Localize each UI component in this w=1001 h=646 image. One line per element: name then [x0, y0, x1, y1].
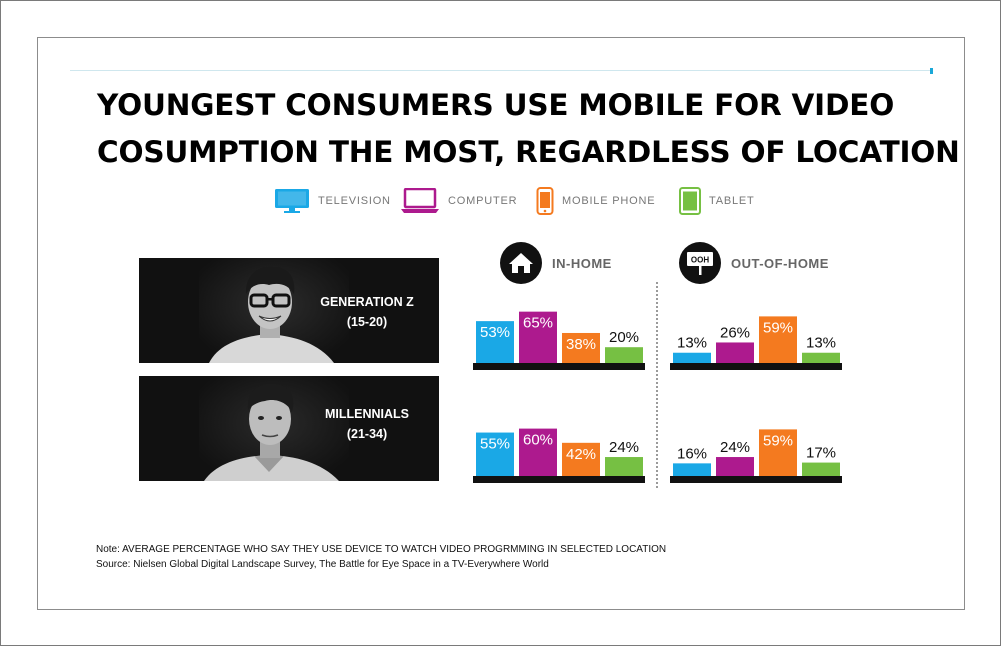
bar-mobile-phone: [759, 429, 797, 476]
group-age-gen-z: (15-20): [346, 315, 388, 329]
slide: YOUNGEST CONSUMERS USE MOBILE FOR VIDEO …: [37, 37, 965, 610]
title-line-1: YOUNGEST CONSUMERS USE MOBILE FOR VIDEO: [97, 88, 895, 122]
bar-tablet: [605, 347, 643, 363]
data-label-computer: 26%: [720, 324, 750, 341]
page-title: YOUNGEST CONSUMERS USE MOBILE FOR VIDEO …: [97, 82, 960, 176]
tablet-icon: [679, 187, 701, 215]
group-name-gen-z: GENERATION Z: [320, 295, 414, 309]
bar-mobile-phone: [562, 332, 600, 363]
bar-television: [673, 352, 711, 363]
computer-icon: [401, 188, 439, 213]
ooh-sign-icon: OOH: [679, 242, 721, 284]
legend-tablet: TABLET: [679, 186, 755, 216]
data-label-computer: 24%: [720, 439, 750, 456]
data-label-mobile-phone: 38%: [566, 336, 596, 353]
bar-television: [673, 463, 711, 476]
generation-z-panel: GENERATION Z (15-20): [139, 258, 439, 363]
data-label-tablet: 13%: [806, 335, 836, 352]
location-divider: [656, 282, 658, 488]
out-of-home-label: OUT-OF-HOME: [731, 255, 829, 271]
bar-mobile-phone: [562, 442, 600, 476]
legend-mobile-phone: MOBILE PHONE: [536, 186, 655, 216]
baseline: [473, 476, 645, 483]
legend-label: MOBILE PHONE: [562, 195, 656, 207]
bar-tablet: [802, 352, 840, 363]
legend-computer: COMPUTER: [400, 186, 517, 216]
data-label-television: 13%: [677, 335, 707, 352]
data-label-computer: 65%: [523, 315, 553, 332]
baseline: [473, 363, 645, 370]
bar-computer: [716, 342, 754, 363]
chart-millennials-out-of-home: 16% 24% 59% 17%: [670, 429, 842, 483]
group-name-millennials: MILLENNIALS: [324, 407, 410, 421]
home-icon: [500, 242, 542, 284]
data-label-mobile-phone: 42%: [566, 446, 596, 463]
bar-television: [476, 432, 514, 476]
top-accent-mark: [930, 68, 933, 74]
millennials-panel: MILLENNIALS (21-34): [139, 376, 439, 481]
data-label-television: 55%: [480, 436, 510, 453]
group-age-millennials: (21-34): [346, 427, 388, 441]
source-text: Source: Nielsen Global Digital Landscape…: [96, 559, 549, 570]
person-photo-gen-z: [199, 258, 349, 363]
legend-label: COMPUTER: [448, 195, 518, 207]
baseline: [670, 476, 842, 483]
top-rule: [70, 70, 930, 71]
legend-television: TELEVISION: [274, 186, 391, 216]
bar-television: [476, 321, 514, 363]
bar-computer: [519, 428, 557, 476]
mobile-phone-icon: [536, 187, 554, 215]
chart-gen-z-out-of-home: 13% 26% 59% 13%: [670, 316, 842, 370]
person-photo-millennials: [199, 376, 349, 481]
chart-gen-z-in-home: 53% 65% 38% 20%: [473, 311, 645, 370]
bar-tablet: [802, 462, 840, 476]
footnotes: Note: AVERAGE PERCENTAGE WHO SAY THEY US…: [96, 542, 666, 572]
legend-label: TABLET: [709, 195, 755, 207]
legend-label: TELEVISION: [318, 195, 391, 207]
data-label-mobile-phone: 59%: [763, 319, 793, 336]
chart-millennials-in-home: 55% 60% 42% 24%: [473, 428, 645, 483]
data-label-tablet: 20%: [609, 329, 639, 346]
in-home-header: IN-HOME: [500, 241, 612, 285]
baseline: [670, 363, 842, 370]
bar-computer: [716, 457, 754, 476]
data-label-television: 53%: [480, 324, 510, 341]
out-of-home-header: OOH OUT-OF-HOME: [679, 241, 829, 285]
data-label-computer: 60%: [523, 432, 553, 449]
bar-tablet: [605, 457, 643, 476]
note-text: Note: AVERAGE PERCENTAGE WHO SAY THEY US…: [96, 544, 667, 555]
data-label-mobile-phone: 59%: [763, 432, 793, 449]
data-label-television: 16%: [677, 445, 707, 462]
ooh-sign-text: OOH: [691, 256, 709, 265]
data-label-tablet: 17%: [806, 445, 836, 462]
data-label-tablet: 24%: [609, 439, 639, 456]
bar-computer: [519, 311, 557, 363]
bar-mobile-phone: [759, 316, 797, 363]
in-home-label: IN-HOME: [552, 255, 612, 271]
title-line-2: COSUMPTION THE MOST, REGARDLESS OF LOCAT…: [97, 135, 960, 169]
television-icon: [275, 189, 309, 213]
